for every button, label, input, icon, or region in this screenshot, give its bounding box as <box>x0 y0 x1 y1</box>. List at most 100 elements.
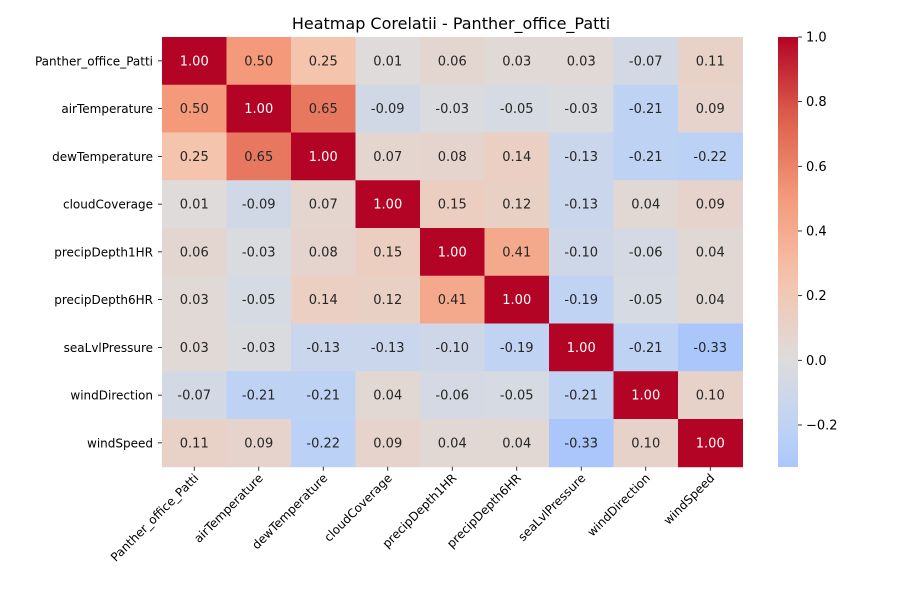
heatmap-cell <box>678 37 743 86</box>
cell-value-label: 0.04 <box>373 389 402 404</box>
heatmap-cell <box>291 371 356 420</box>
heatmap-cell <box>678 228 743 277</box>
cell-value-label: -0.21 <box>629 102 663 117</box>
heatmap-cell <box>226 371 292 420</box>
cell-value-label: 1.00 <box>502 293 531 308</box>
cell-value-label: -0.21 <box>629 150 663 165</box>
heatmap-cell <box>549 419 614 468</box>
cell-value-label: 0.09 <box>696 198 725 213</box>
heatmap-cell <box>420 419 485 468</box>
heatmap-cell <box>613 323 679 372</box>
cell-value-label: 0.12 <box>373 293 402 308</box>
cell-value-label: -0.06 <box>629 245 663 260</box>
heatmap-cell <box>613 275 679 324</box>
cell-value-label: 1.00 <box>631 389 660 404</box>
cell-value-label: -0.07 <box>177 389 211 404</box>
heatmap-cell <box>549 275 614 324</box>
heatmap-cell <box>484 419 550 468</box>
heatmap-cell <box>162 323 227 372</box>
heatmap-cell <box>678 180 743 229</box>
cell-value-label: -0.09 <box>242 198 276 213</box>
heatmap-cell <box>355 371 421 420</box>
cell-value-label: 0.09 <box>696 102 725 117</box>
heatmap-cell <box>613 84 679 133</box>
heatmap-cell <box>549 84 614 133</box>
cell-value-label: -0.03 <box>242 245 276 260</box>
colorbar-tick-label: 0.4 <box>806 224 827 239</box>
colorbar-tick-label: 0.0 <box>806 354 827 369</box>
heatmap-cell <box>420 371 485 420</box>
heatmap-cells: 1.00 0.50 0.25 0.01 0.06 0.03 0.03 -0.07 0.11 0.5… <box>162 37 743 468</box>
cell-value-label: 0.09 <box>373 436 402 451</box>
heatmap-cell <box>484 84 550 133</box>
cell-value-label: 1.00 <box>696 436 725 451</box>
heatmap-cell <box>226 132 292 181</box>
heatmap-cell <box>226 84 292 133</box>
row-tick-label: precipDepth1HR <box>54 245 153 259</box>
cell-value-label: 0.15 <box>438 198 467 213</box>
cell-value-label: 0.04 <box>502 436 531 451</box>
cell-value-label: 0.03 <box>502 54 531 69</box>
heatmap-cell <box>291 37 356 86</box>
cell-value-label: -0.05 <box>500 102 534 117</box>
cell-value-label: -0.21 <box>629 341 663 356</box>
cell-value-label: 0.15 <box>373 245 402 260</box>
colorbar-tick-label: 0.6 <box>806 160 827 175</box>
heatmap-cell <box>613 132 679 181</box>
heatmap-cell <box>549 37 614 86</box>
heatmap-cell <box>613 180 679 229</box>
heatmap-cell <box>613 228 679 277</box>
cell-value-label: 0.03 <box>180 293 209 308</box>
cell-value-label: 0.10 <box>696 389 725 404</box>
cell-value-label: -0.13 <box>371 341 405 356</box>
cell-value-label: -0.13 <box>306 341 340 356</box>
cell-value-label: 0.07 <box>373 150 402 165</box>
cell-value-label: 0.10 <box>631 436 660 451</box>
heatmap-cell <box>355 323 421 372</box>
heatmap-cell <box>549 228 614 277</box>
heatmap-cell <box>613 419 679 468</box>
heatmap-cell <box>226 180 292 229</box>
heatmap-cell <box>484 323 550 372</box>
heatmap-cell <box>162 371 227 420</box>
heatmap-cell <box>291 323 356 372</box>
cell-value-label: 0.41 <box>502 245 531 260</box>
heatmap-cell <box>484 371 550 420</box>
cell-value-label: 0.11 <box>696 54 725 69</box>
row-tick-label: seaLvlPressure <box>64 341 153 355</box>
cell-value-label: 0.08 <box>309 245 338 260</box>
cell-value-label: -0.13 <box>564 198 598 213</box>
cell-value-label: 0.04 <box>696 245 725 260</box>
cell-value-label: -0.22 <box>306 436 340 451</box>
heatmap-cell <box>162 132 227 181</box>
cell-value-label: -0.19 <box>564 293 598 308</box>
column-tick-label: airTemperature <box>191 471 266 546</box>
heatmap-cell <box>484 132 550 181</box>
heatmap-cell <box>355 84 421 133</box>
cell-value-label: -0.13 <box>564 150 598 165</box>
cell-value-label: 0.41 <box>438 293 467 308</box>
heatmap-cell <box>226 228 292 277</box>
cell-value-label: -0.10 <box>564 245 598 260</box>
row-tick-label: airTemperature <box>61 102 153 116</box>
heatmap-cell <box>484 37 550 86</box>
colorbar-gradient <box>778 37 798 467</box>
cell-value-label: 0.01 <box>180 198 209 213</box>
heatmap-cell <box>355 228 421 277</box>
cell-value-label: 0.50 <box>180 102 209 117</box>
heatmap-cell <box>162 180 227 229</box>
cell-value-label: -0.33 <box>693 341 727 356</box>
heatmap-cell <box>678 84 743 133</box>
heatmap-cell <box>291 132 356 181</box>
row-tick-label: windSpeed <box>87 436 153 450</box>
cell-value-label: -0.33 <box>564 436 598 451</box>
heatmap-cell <box>162 84 227 133</box>
cell-value-label: 0.65 <box>244 150 273 165</box>
heatmap-cell <box>678 323 743 372</box>
cell-value-label: 0.25 <box>309 54 338 69</box>
row-tick-label: precipDepth6HR <box>54 293 153 307</box>
cell-value-label: 0.07 <box>309 198 338 213</box>
heatmap-cell <box>355 275 421 324</box>
row-tick-label: Panther_office_Patti <box>35 54 153 68</box>
